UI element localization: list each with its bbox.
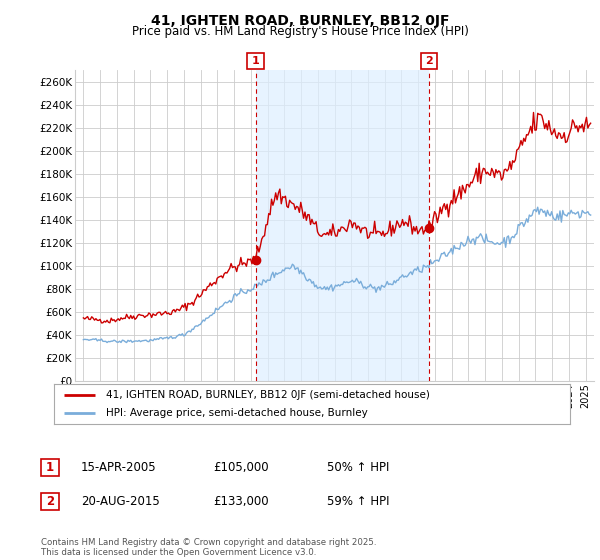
Text: 50% ↑ HPI: 50% ↑ HPI [327, 461, 389, 474]
Text: 2: 2 [425, 56, 433, 66]
Text: Price paid vs. HM Land Registry's House Price Index (HPI): Price paid vs. HM Land Registry's House … [131, 25, 469, 38]
Text: 20-AUG-2015: 20-AUG-2015 [81, 494, 160, 508]
Text: 15-APR-2005: 15-APR-2005 [81, 461, 157, 474]
Text: 41, IGHTEN ROAD, BURNLEY, BB12 0JF: 41, IGHTEN ROAD, BURNLEY, BB12 0JF [151, 14, 449, 28]
Text: 2: 2 [46, 494, 54, 508]
Text: 41, IGHTEN ROAD, BURNLEY, BB12 0JF (semi-detached house): 41, IGHTEN ROAD, BURNLEY, BB12 0JF (semi… [106, 390, 430, 400]
Text: HPI: Average price, semi-detached house, Burnley: HPI: Average price, semi-detached house,… [106, 408, 367, 418]
Bar [256, 70, 429, 381]
Text: Contains HM Land Registry data © Crown copyright and database right 2025.
This d: Contains HM Land Registry data © Crown c… [41, 538, 376, 557]
Text: 1: 1 [46, 461, 54, 474]
Text: £105,000: £105,000 [213, 461, 269, 474]
Text: 1: 1 [252, 56, 260, 66]
Text: 59% ↑ HPI: 59% ↑ HPI [327, 494, 389, 508]
Text: £133,000: £133,000 [213, 494, 269, 508]
